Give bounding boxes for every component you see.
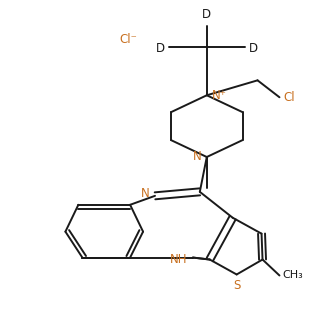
- Text: N⁺: N⁺: [212, 89, 227, 102]
- Text: Cl: Cl: [283, 91, 295, 104]
- Text: NH: NH: [170, 253, 188, 266]
- Text: CH₃: CH₃: [282, 270, 303, 280]
- Text: N: N: [193, 151, 202, 163]
- Text: D: D: [249, 42, 258, 55]
- Text: D: D: [156, 42, 165, 55]
- Text: S: S: [233, 280, 240, 292]
- Text: N: N: [141, 187, 150, 200]
- Text: D: D: [202, 8, 211, 21]
- Text: Cl⁻: Cl⁻: [119, 33, 137, 46]
